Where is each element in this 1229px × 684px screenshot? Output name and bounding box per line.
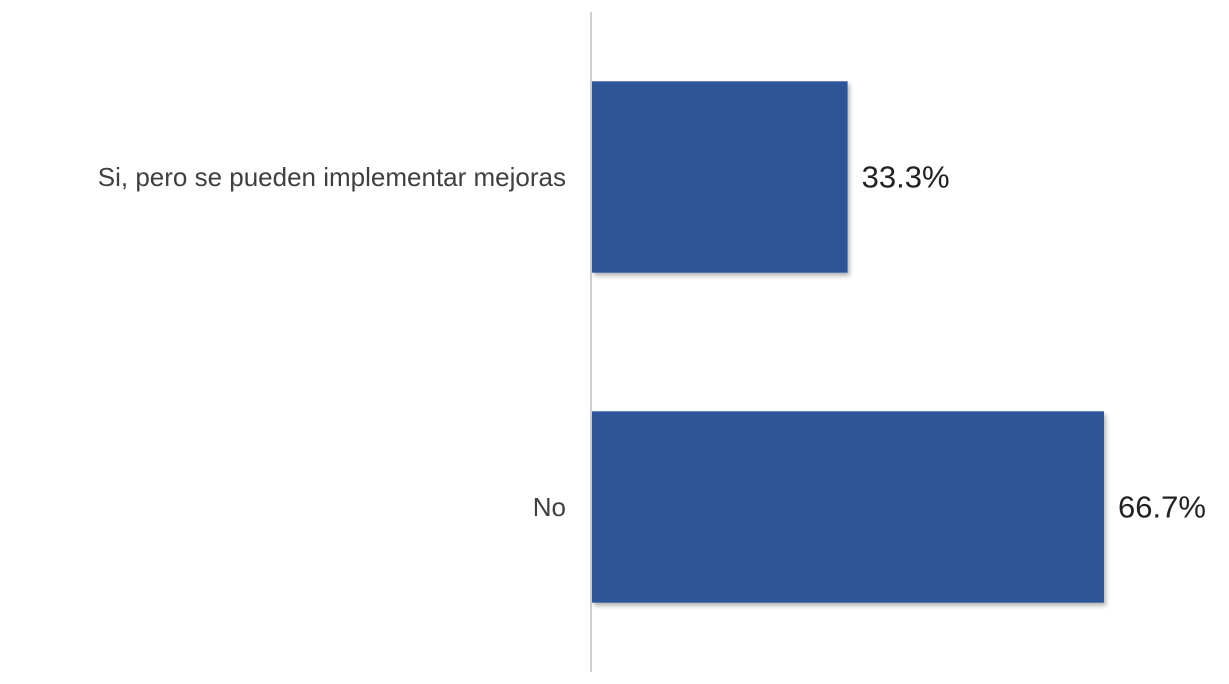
- category-label-1: Si, pero se pueden implementar mejoras: [98, 162, 566, 192]
- labels-group: Si, pero se pueden implementar mejoras 33…: [98, 160, 1206, 525]
- value-label-1: 33.3%: [862, 160, 950, 195]
- bars-group: [592, 81, 1104, 603]
- bar-2: [592, 411, 1104, 603]
- category-label-2: No: [533, 492, 566, 522]
- value-label-2: 66.7%: [1118, 490, 1206, 525]
- bar-1: [592, 81, 848, 273]
